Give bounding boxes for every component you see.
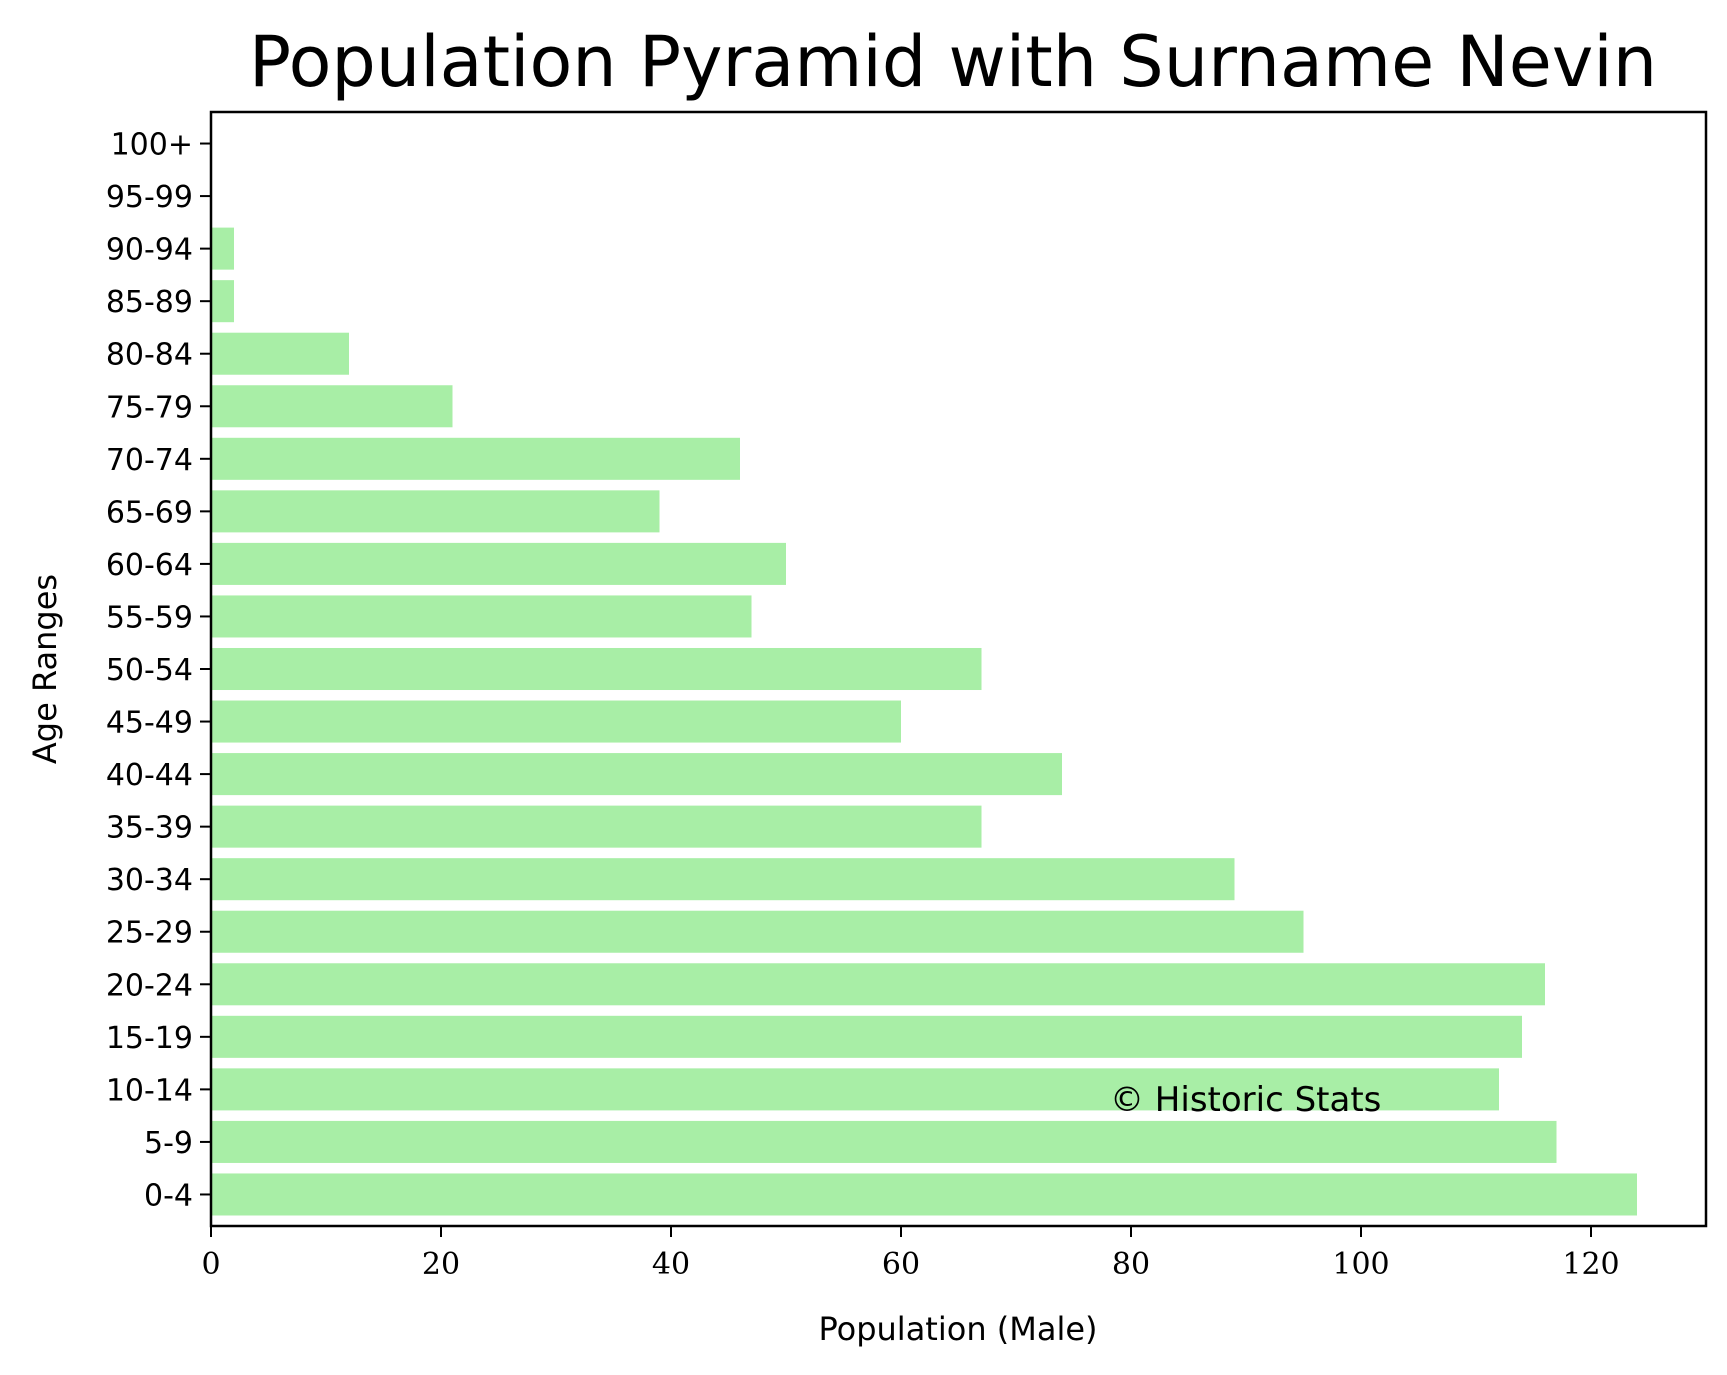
bar-60-64: [211, 542, 786, 585]
x-axis-label: Population (Male): [818, 1310, 1097, 1348]
x-tick-label: 100: [1332, 1247, 1389, 1282]
bars-group: [211, 227, 1637, 1216]
x-tick-label: 20: [422, 1247, 460, 1282]
y-tick-label: 50-54: [106, 653, 193, 688]
y-tick-label: 25-29: [106, 916, 193, 951]
bar-55-59: [211, 595, 752, 638]
y-tick-label: 40-44: [106, 758, 193, 793]
y-tick-label: 65-69: [106, 495, 193, 530]
x-tick-label: 60: [882, 1247, 920, 1282]
bar-10-14: [211, 1068, 1499, 1111]
y-axis-ticks: 0-4 5-9 10-14 15-19 20-24 25-29 30-34 35-39 40-4…: [106, 128, 211, 1213]
x-axis-ticks: 0 20 40 60 80 100 120: [201, 1226, 1620, 1282]
bar-65-69: [211, 490, 660, 533]
bar-45-49: [211, 700, 901, 743]
y-tick-label: 45-49: [106, 706, 193, 741]
y-tick-label: 80-84: [106, 338, 193, 373]
bar-50-54: [211, 647, 982, 691]
y-tick-label: 20-24: [106, 968, 193, 1003]
bar-35-39: [211, 805, 982, 848]
x-tick-label: 80: [1112, 1247, 1150, 1282]
bar-90-94: [211, 227, 234, 270]
y-tick-label: 55-59: [106, 600, 193, 635]
y-tick-label: 5-9: [144, 1126, 193, 1161]
bar-75-79: [211, 385, 453, 428]
x-tick-label: 120: [1562, 1247, 1619, 1282]
chart-title: Population Pyramid with Surname Nevin: [249, 21, 1657, 103]
y-tick-label: 75-79: [106, 390, 193, 425]
watermark-annotation: © Historic Stats: [1110, 1080, 1381, 1120]
y-axis-label: Age Ranges: [26, 574, 64, 764]
x-tick-label: 40: [652, 1247, 690, 1282]
bar-30-34: [211, 858, 1235, 901]
x-tick-label: 0: [201, 1247, 220, 1282]
y-tick-label: 100+: [111, 128, 193, 163]
y-tick-label: 85-89: [106, 285, 193, 320]
bar-80-84: [211, 332, 349, 375]
y-tick-label: 30-34: [106, 863, 193, 898]
y-tick-label: 90-94: [106, 233, 193, 268]
y-tick-label: 60-64: [106, 548, 193, 583]
bar-70-74: [211, 437, 740, 480]
y-tick-label: 70-74: [106, 443, 193, 478]
bar-85-89: [211, 280, 234, 323]
bar-20-24: [211, 963, 1545, 1006]
y-tick-label: 95-99: [106, 180, 193, 215]
bar-0-4: [211, 1173, 1637, 1216]
bar-5-9: [211, 1120, 1557, 1163]
bar-40-44: [211, 753, 1062, 796]
y-tick-label: 15-19: [106, 1021, 193, 1056]
y-tick-label: 0-4: [144, 1178, 193, 1213]
bar-15-19: [211, 1015, 1522, 1058]
bar-25-29: [211, 910, 1304, 953]
y-tick-label: 10-14: [106, 1073, 193, 1108]
y-tick-label: 35-39: [106, 811, 193, 846]
